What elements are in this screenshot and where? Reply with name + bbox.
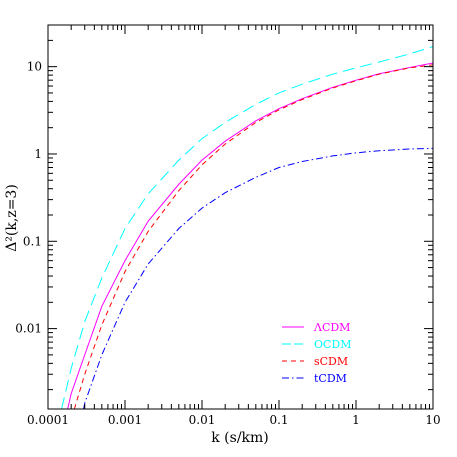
tick-labels-layer: 0.0001 0.001 0.01 0.1 1 10 0.01 0.1 1 10 [15, 60, 440, 427]
y-tick-label: 10 [27, 60, 42, 74]
series-line-OCDM [61, 46, 433, 409]
ticks-layer [47, 24, 434, 409]
series-line-sCDM [73, 64, 433, 409]
series-layer [61, 46, 433, 409]
legend-label: sCDM [314, 355, 348, 368]
y-axis-label: Δ²(k,z=3) [4, 184, 20, 252]
x-tick-label: 0.01 [189, 413, 216, 427]
series-line-tCDM [83, 147, 433, 409]
x-tick-label: 0.001 [108, 413, 142, 427]
y-tick-label: 0.01 [15, 322, 42, 336]
series-line-ΛCDM [67, 62, 433, 409]
legend: ΛCDM OCDM sCDM tCDM [282, 321, 352, 385]
x-axis-label: k (s/km) [211, 430, 269, 446]
y-tick-label: 0.1 [23, 234, 42, 248]
plot-frame [47, 24, 434, 410]
y-tick-label: 1 [34, 147, 42, 161]
legend-label: ΛCDM [313, 321, 350, 334]
legend-label: tCDM [314, 372, 347, 385]
x-tick-label: 1 [352, 413, 360, 427]
legend-label: OCDM [314, 338, 352, 351]
x-tick-label: 0.1 [269, 413, 288, 427]
x-tick-label: 0.0001 [27, 413, 69, 427]
x-tick-label: 10 [425, 413, 440, 427]
